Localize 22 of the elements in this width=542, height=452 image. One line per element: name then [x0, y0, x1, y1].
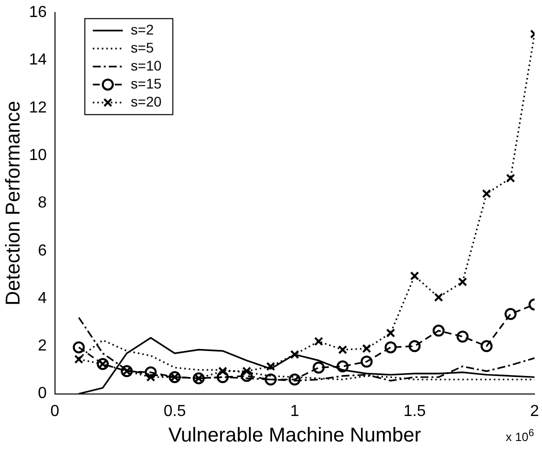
legend-label: s=15	[130, 75, 162, 92]
legend-label: s=2	[130, 21, 154, 38]
y-tick-label: 16	[29, 4, 47, 22]
legend-label: s=20	[130, 93, 162, 110]
y-tick-label: 0	[38, 385, 47, 402]
y-tick-label: 12	[29, 99, 47, 116]
text: x 10$^{6}$	[506, 428, 534, 444]
y-tick-label: 4	[38, 290, 47, 307]
x-axis-title: Vulnerable Machine Number	[168, 424, 422, 447]
x-tick-label: 2	[530, 402, 540, 420]
legend-label: s=10	[130, 57, 162, 74]
y-tick-label: 2	[38, 338, 47, 355]
y-tick-label: 6	[38, 242, 47, 260]
x-tick-label: 0	[50, 402, 60, 420]
x-tick-label: 1	[290, 402, 300, 420]
y-tick-label: 10	[29, 146, 47, 164]
legend-label: s=5	[130, 39, 154, 56]
y-tick-label: 8	[38, 194, 47, 212]
x-tick-label: 0.5	[164, 402, 186, 420]
y-tick-label: 14	[29, 52, 47, 69]
y-axis-title: Detection Performance	[2, 100, 25, 306]
x-tick-label: 1.5	[403, 402, 426, 420]
